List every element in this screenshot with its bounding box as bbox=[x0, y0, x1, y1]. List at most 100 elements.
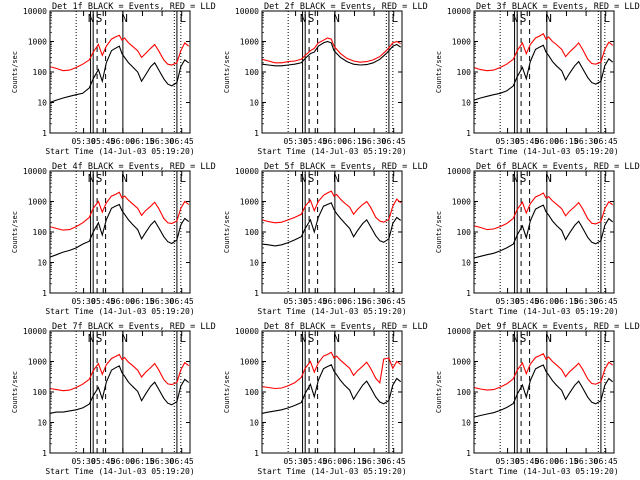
x-tick-label: 06:45 bbox=[170, 137, 194, 146]
y-tick-label: 10 bbox=[461, 99, 471, 108]
plot-frame bbox=[49, 170, 191, 294]
chart-panel-3: Det 3f BLACK = Events, RED = LLD Counts/s… bbox=[435, 2, 640, 156]
x-tick-label: 06:45 bbox=[382, 457, 406, 466]
x-tick-label: 05:45 bbox=[303, 457, 327, 466]
events-series-line bbox=[474, 204, 614, 259]
y-tick-label: 1 bbox=[254, 289, 259, 298]
y-tick-label: 100 bbox=[457, 68, 472, 77]
events-series-line bbox=[262, 202, 402, 247]
interval-label: N bbox=[300, 12, 307, 25]
plot-frame bbox=[261, 170, 403, 294]
y-tick-label: 1000 bbox=[452, 38, 471, 47]
y-tick-label: 10 bbox=[249, 419, 259, 428]
y-tick-label: 10 bbox=[37, 419, 47, 428]
interval-label: L bbox=[603, 12, 610, 25]
x-tick-label: 05:30 bbox=[284, 137, 308, 146]
chart-title: Det 2f BLACK = Events, RED = LLD bbox=[264, 2, 428, 12]
interval-label: N bbox=[545, 172, 552, 185]
plot-frame bbox=[49, 330, 191, 454]
interval-label: N bbox=[300, 172, 307, 185]
x-tick-label: 05:30 bbox=[72, 457, 96, 466]
y-axis-label: Counts/sec bbox=[223, 371, 231, 413]
interval-label: L bbox=[179, 172, 186, 185]
x-tick-label: 06:00 bbox=[323, 137, 347, 146]
x-tick-label: 05:30 bbox=[496, 457, 520, 466]
x-tick-label: 06:15 bbox=[342, 457, 366, 466]
y-tick-label: 10000 bbox=[23, 167, 47, 176]
chart-panel-5: Det 5f BLACK = Events, RED = LLD Counts/s… bbox=[223, 162, 428, 316]
x-tick-label: 06:00 bbox=[111, 457, 135, 466]
y-axis-label: Counts/sec bbox=[223, 211, 231, 253]
y-tick-label: 10000 bbox=[447, 7, 471, 16]
x-tick-label: 06:45 bbox=[382, 297, 406, 306]
interval-label: S bbox=[96, 332, 103, 345]
y-tick-label: 1 bbox=[42, 449, 47, 458]
interval-label: N bbox=[512, 332, 519, 345]
events-series-line bbox=[50, 365, 190, 414]
x-axis-label: Start Time (14-Jul-03 05:19:20) bbox=[45, 147, 194, 156]
x-tick-label: 05:45 bbox=[91, 297, 115, 306]
x-tick-label: 06:30 bbox=[362, 137, 386, 146]
chart-panel-7: Det 7f BLACK = Events, RED = LLD Counts/s… bbox=[11, 322, 216, 476]
x-tick-label: 06:00 bbox=[535, 137, 559, 146]
x-tick-label: 05:45 bbox=[515, 137, 539, 146]
y-tick-label: 1000 bbox=[240, 38, 259, 47]
y-tick-label: 10 bbox=[249, 259, 259, 268]
events-series-line bbox=[262, 40, 402, 67]
x-tick-label: 06:30 bbox=[362, 457, 386, 466]
x-tick-label: 06:00 bbox=[111, 297, 135, 306]
x-tick-label: 06:30 bbox=[150, 297, 174, 306]
interval-label: S bbox=[308, 12, 315, 25]
interval-label: L bbox=[179, 12, 186, 25]
x-tick-label: 06:45 bbox=[594, 297, 618, 306]
y-tick-label: 1000 bbox=[240, 198, 259, 207]
y-tick-label: 10 bbox=[37, 99, 47, 108]
y-tick-label: 1 bbox=[466, 129, 471, 138]
interval-label: S bbox=[520, 12, 527, 25]
x-tick-label: 06:30 bbox=[362, 297, 386, 306]
lld-series-line bbox=[262, 190, 402, 224]
x-axis-label: Start Time (14-Jul-03 05:19:20) bbox=[469, 467, 618, 476]
chart-panel-2: Det 2f BLACK = Events, RED = LLD Counts/s… bbox=[223, 2, 428, 156]
plot-frame bbox=[49, 10, 191, 134]
chart-panel-9: Det 9f BLACK = Events, RED = LLD Counts/s… bbox=[435, 322, 640, 476]
y-axis-label: Counts/sec bbox=[11, 51, 19, 93]
lld-series-line bbox=[474, 32, 614, 72]
chart-title: Det 9f BLACK = Events, RED = LLD bbox=[476, 322, 640, 332]
y-tick-label: 10000 bbox=[447, 327, 471, 336]
y-tick-label: 10 bbox=[249, 99, 259, 108]
plot-frame bbox=[473, 10, 615, 134]
events-series-line bbox=[474, 364, 614, 418]
y-tick-label: 10 bbox=[461, 259, 471, 268]
chart-panel-6: Det 6f BLACK = Events, RED = LLD Counts/s… bbox=[435, 162, 640, 316]
x-tick-label: 06:15 bbox=[554, 297, 578, 306]
chart-title: Det 3f BLACK = Events, RED = LLD bbox=[476, 2, 640, 12]
x-tick-label: 06:15 bbox=[130, 137, 154, 146]
y-tick-label: 10 bbox=[461, 419, 471, 428]
x-tick-label: 06:30 bbox=[150, 137, 174, 146]
interval-label: S bbox=[308, 332, 315, 345]
chart-title: Det 7f BLACK = Events, RED = LLD bbox=[52, 322, 216, 332]
events-series-line bbox=[474, 44, 614, 101]
events-series-line bbox=[262, 364, 402, 414]
y-tick-label: 10000 bbox=[447, 167, 471, 176]
x-tick-label: 06:15 bbox=[554, 137, 578, 146]
x-tick-label: 06:00 bbox=[111, 137, 135, 146]
x-tick-label: 05:30 bbox=[72, 297, 96, 306]
interval-label: N bbox=[333, 332, 340, 345]
x-tick-label: 06:00 bbox=[535, 297, 559, 306]
interval-label: N bbox=[333, 172, 340, 185]
interval-label: N bbox=[512, 12, 519, 25]
y-tick-label: 1000 bbox=[452, 358, 471, 367]
x-tick-label: 06:30 bbox=[574, 457, 598, 466]
interval-label: N bbox=[333, 12, 340, 25]
y-tick-label: 10000 bbox=[23, 7, 47, 16]
interval-label: N bbox=[545, 332, 552, 345]
chart-title: Det 8f BLACK = Events, RED = LLD bbox=[264, 322, 428, 332]
lld-series-line bbox=[262, 37, 401, 64]
interval-label: L bbox=[391, 332, 398, 345]
y-tick-label: 10000 bbox=[235, 7, 259, 16]
x-tick-label: 06:45 bbox=[594, 137, 618, 146]
lld-series-line bbox=[50, 353, 190, 392]
